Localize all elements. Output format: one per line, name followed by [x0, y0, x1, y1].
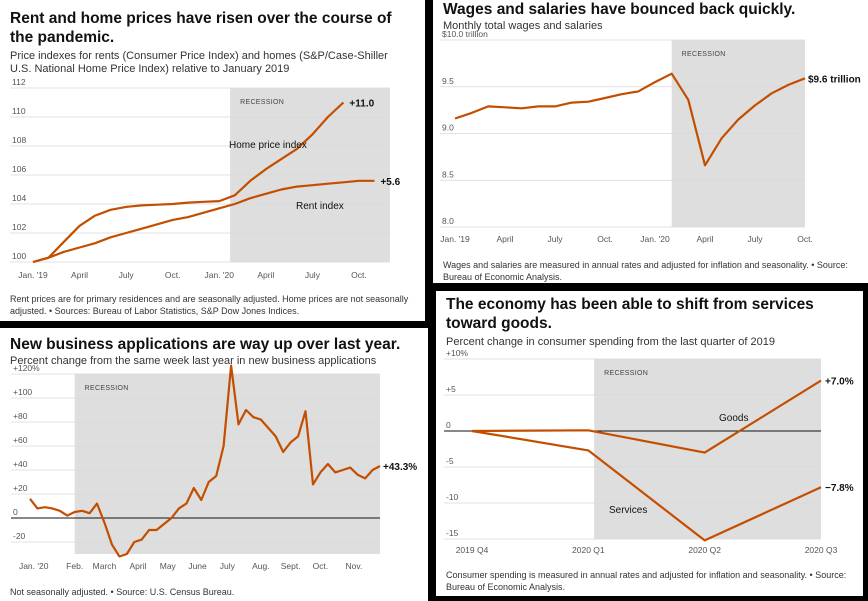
x-tick-label: Feb.	[66, 561, 83, 571]
y-tick-label: 106	[12, 164, 26, 174]
end-value-label: +11.0	[349, 99, 374, 110]
chart-note: Wages and salaries are measured in annua…	[443, 260, 848, 282]
x-tick-label: March	[93, 561, 117, 571]
series-line	[454, 72, 806, 167]
x-tick-label: Oct.	[165, 270, 181, 280]
x-tick-label: July	[547, 234, 563, 244]
x-tick-label: 2020 Q2	[688, 545, 721, 555]
y-tick-label: +10%	[446, 348, 468, 358]
end-value-label: +7.0%	[825, 377, 854, 388]
series-line	[471, 379, 822, 454]
series-name-label: Home price index	[229, 140, 307, 151]
y-tick-label: -5	[446, 456, 454, 466]
recession-label: RECESSION	[682, 51, 726, 58]
chart-title: The economy has been able to shift from …	[446, 296, 814, 332]
chart-subtitle: Price indexes for rents (Consumer Price …	[10, 50, 388, 75]
y-tick-label: 0	[446, 420, 451, 430]
y-tick-label: +120%	[13, 363, 40, 373]
y-tick-label: +80	[13, 411, 28, 421]
series-line	[32, 101, 345, 264]
y-tick-label: 110	[12, 106, 26, 116]
y-tick-label: 112	[12, 77, 26, 87]
x-tick-label: April	[257, 270, 274, 280]
recession-label: RECESSION	[240, 99, 284, 106]
y-tick-label: 9.0	[442, 123, 454, 133]
x-tick-label: April	[496, 234, 513, 244]
end-value-label: −7.8%	[825, 483, 854, 494]
chart-note: Not seasonally adjusted. • Source: U.S. …	[10, 587, 235, 597]
recession-label: RECESSION	[85, 385, 129, 392]
x-tick-label: Oct.	[597, 234, 613, 244]
spending-panel: The economy has been able to shift from …	[436, 291, 863, 596]
x-tick-label: July	[119, 270, 135, 280]
y-tick-label: 100	[12, 251, 26, 261]
x-tick-label: 2020 Q1	[572, 545, 605, 555]
x-tick-label: Jan. '19	[440, 234, 470, 244]
rent-home-panel: Rent and home prices have risen over the…	[0, 0, 425, 321]
x-tick-label: 2020 Q3	[805, 545, 838, 555]
series-name-label: Rent index	[296, 201, 344, 212]
y-tick-label: +20	[13, 483, 28, 493]
chart-subtitle: Percent change in consumer spending from…	[446, 336, 775, 348]
x-tick-label: July	[305, 270, 321, 280]
series-line	[29, 364, 381, 558]
x-tick-label: May	[160, 561, 177, 571]
y-tick-label: +40	[13, 459, 28, 469]
series-name-label: Services	[609, 505, 647, 516]
spending-chart: RECESSION -15 -10 -5 0 +5 +10% 2019 Q4 2020 Q1 20…	[444, 348, 854, 555]
chart-note: Consumer spending is measured in annual …	[446, 570, 847, 592]
recession-band	[594, 359, 821, 539]
y-tick-label: -15	[446, 528, 459, 538]
chart-title: Wages and salaries have bounced back qui…	[443, 1, 796, 18]
chart-title: New business applications are way up ove…	[10, 336, 401, 353]
chart-subtitle: Monthly total wages and salaries	[443, 20, 603, 32]
wages-chart: RECESSION 8.0 8.5 9.0 9.5 $10.0 trillion Jan. …	[440, 29, 861, 244]
x-tick-label: Jan. '20	[205, 270, 235, 280]
x-tick-label: Oct.	[797, 234, 813, 244]
series-name-label: Goods	[719, 413, 748, 424]
x-tick-label: April	[696, 234, 713, 244]
y-tick-label: +60	[13, 435, 28, 445]
business-applications-chart: RECESSION -20 0 +20 +40 +60 +80 +100 +120% Jan. '…	[11, 363, 417, 571]
end-value-label: +43.3%	[383, 462, 417, 473]
chart-note: Rent prices are for primary residences a…	[10, 294, 409, 316]
wages-panel: Wages and salaries have bounced back qui…	[433, 0, 868, 283]
end-value-label: +5.6	[380, 177, 400, 188]
y-tick-label: 8.0	[442, 216, 454, 226]
end-value-label: $9.6 trillion	[808, 74, 861, 85]
x-tick-label: April	[129, 561, 146, 571]
y-tick-label: 8.5	[442, 169, 454, 179]
x-tick-label: Nov.	[346, 561, 363, 571]
y-tick-label: +5	[446, 384, 456, 394]
y-tick-label: 104	[12, 193, 26, 203]
series-line	[32, 179, 375, 264]
chart-title: Rent and home prices have risen over the…	[10, 10, 392, 46]
x-tick-label: Jan. '20	[19, 561, 49, 571]
y-tick-label: 0	[13, 507, 18, 517]
series-line	[471, 429, 822, 542]
business-applications-panel: New business applications are way up ove…	[0, 328, 428, 601]
y-tick-label: 102	[12, 222, 26, 232]
x-tick-label: June	[188, 561, 207, 571]
x-tick-label: Oct.	[313, 561, 329, 571]
y-tick-label: 9.5	[442, 76, 454, 86]
x-tick-label: Oct.	[351, 270, 367, 280]
y-tick-label: $10.0 trillion	[442, 29, 488, 39]
x-tick-label: 2019 Q4	[456, 545, 489, 555]
y-tick-label: 108	[12, 135, 26, 145]
x-tick-label: Sept.	[281, 561, 301, 571]
x-tick-label: July	[747, 234, 763, 244]
x-tick-label: July	[220, 561, 236, 571]
x-tick-label: April	[71, 270, 88, 280]
x-tick-label: Aug.	[252, 561, 270, 571]
y-tick-label: -20	[13, 531, 26, 541]
y-tick-label: +100	[13, 387, 32, 397]
rent-home-chart: RECESSION 100 102 104 106 108 110 112 Jan. '19 Ap…	[10, 77, 401, 280]
recession-label: RECESSION	[604, 370, 648, 377]
x-tick-label: Jan. '19	[18, 270, 48, 280]
y-tick-label: -10	[446, 492, 459, 502]
x-tick-label: Jan. '20	[640, 234, 670, 244]
chart-subtitle: Percent change from the same week last y…	[10, 355, 377, 367]
